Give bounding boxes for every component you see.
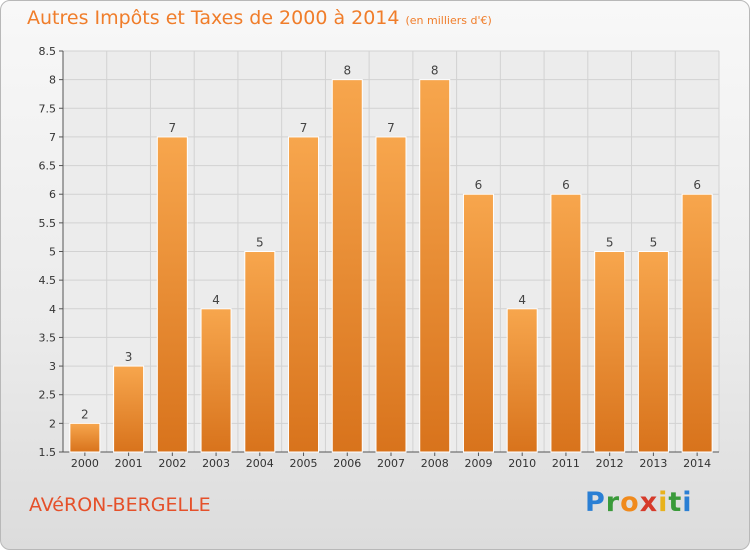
bar bbox=[594, 251, 626, 453]
logo-letter: P bbox=[585, 487, 606, 518]
bar bbox=[550, 193, 582, 453]
bar bbox=[200, 308, 232, 453]
y-tick-label: 1.5 bbox=[39, 446, 57, 459]
data-label: 7 bbox=[300, 121, 308, 135]
data-label: 7 bbox=[387, 121, 395, 135]
x-tick-label: 2004 bbox=[246, 457, 274, 470]
bar bbox=[419, 79, 451, 453]
labels: 1.5 2 2.5 3 3.5 4 4.5 5 5.5 6 6.5 7 7.5 8 8.5 2 2000 3 200… bbox=[39, 45, 712, 470]
x-tick-label: 2003 bbox=[202, 457, 230, 470]
chart-title-main: Autres Impôts et Taxes de 2000 à 2014 bbox=[27, 7, 400, 29]
x-tick-label: 2010 bbox=[508, 457, 536, 470]
bar bbox=[462, 193, 494, 453]
bars bbox=[69, 79, 713, 453]
bar bbox=[506, 308, 538, 453]
bar bbox=[113, 365, 145, 453]
data-label: 6 bbox=[475, 178, 483, 192]
data-label: 4 bbox=[212, 293, 220, 307]
y-tick-label: 6.5 bbox=[39, 160, 57, 173]
logo-letter: t bbox=[668, 487, 683, 518]
bar bbox=[637, 251, 669, 453]
x-tick-label: 2000 bbox=[71, 457, 99, 470]
logo-letter: o bbox=[620, 487, 640, 518]
x-tick-label: 2008 bbox=[421, 457, 449, 470]
y-tick-label: 5 bbox=[49, 246, 56, 259]
proxiti-logo[interactable]: Proxiti bbox=[585, 487, 693, 518]
data-label: 8 bbox=[431, 64, 439, 78]
x-tick-label: 2006 bbox=[333, 457, 361, 470]
chart-title-unit: (en milliers d'€) bbox=[405, 14, 492, 27]
y-tick-label: 3 bbox=[49, 360, 56, 373]
x-tick-label: 2009 bbox=[464, 457, 492, 470]
x-tick-label: 2005 bbox=[290, 457, 318, 470]
bar bbox=[69, 422, 101, 453]
logo-letter: r bbox=[605, 487, 621, 518]
data-label: 7 bbox=[169, 121, 177, 135]
data-label: 4 bbox=[518, 293, 526, 307]
y-tick-label: 4 bbox=[49, 303, 56, 316]
y-tick-label: 2 bbox=[49, 417, 56, 430]
x-tick-label: 2007 bbox=[377, 457, 405, 470]
commune-name: AVéRON-BERGELLE bbox=[29, 494, 211, 516]
data-label: 3 bbox=[125, 350, 133, 364]
bar bbox=[681, 193, 713, 453]
logo-letter: i bbox=[658, 487, 669, 518]
y-tick-label: 7 bbox=[49, 131, 56, 144]
bar bbox=[156, 136, 188, 453]
logo-letter: i bbox=[682, 487, 693, 518]
chart-title: Autres Impôts et Taxes de 2000 à 2014 (en… bbox=[27, 7, 492, 29]
bar bbox=[244, 251, 276, 453]
bar bbox=[288, 136, 320, 453]
y-tick-label: 3.5 bbox=[39, 331, 57, 344]
y-tick-label: 6 bbox=[49, 188, 56, 201]
data-label: 6 bbox=[562, 178, 570, 192]
logo-letter: x bbox=[639, 487, 659, 518]
y-tick-label: 8 bbox=[49, 74, 56, 87]
data-label: 5 bbox=[606, 236, 614, 250]
y-tick-label: 5.5 bbox=[39, 217, 57, 230]
x-tick-label: 2011 bbox=[552, 457, 580, 470]
y-tick-label: 8.5 bbox=[39, 45, 57, 58]
x-tick-label: 2001 bbox=[115, 457, 143, 470]
data-label: 5 bbox=[650, 236, 658, 250]
y-tick-label: 4.5 bbox=[39, 274, 57, 287]
y-tick-label: 7.5 bbox=[39, 102, 57, 115]
data-label: 8 bbox=[343, 64, 351, 78]
x-tick-label: 2012 bbox=[596, 457, 624, 470]
x-tick-label: 2013 bbox=[639, 457, 667, 470]
y-tick-label: 2.5 bbox=[39, 389, 57, 402]
data-label: 2 bbox=[81, 407, 89, 421]
bar bbox=[331, 79, 363, 453]
x-tick-label: 2014 bbox=[683, 457, 711, 470]
bar bbox=[375, 136, 407, 453]
x-tick-label: 2002 bbox=[158, 457, 186, 470]
data-label: 6 bbox=[693, 178, 701, 192]
data-label: 5 bbox=[256, 236, 264, 250]
